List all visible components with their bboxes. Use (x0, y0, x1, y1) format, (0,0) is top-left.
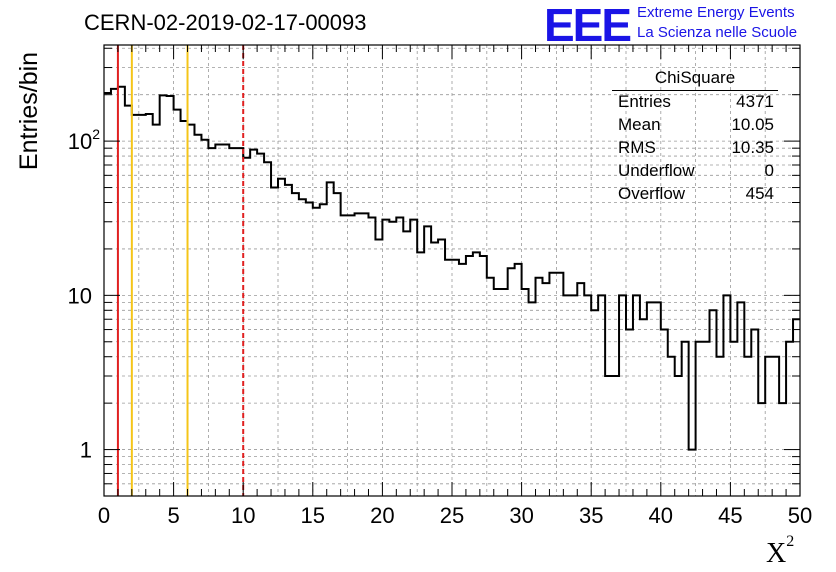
stats-label: RMS (618, 138, 656, 157)
stats-value: 4371 (736, 92, 774, 111)
y-tick-label: 10 (68, 283, 92, 308)
stats-label: Mean (618, 115, 661, 134)
stats-row-overflow: Overflow 454 (618, 184, 774, 206)
x-tick-label: 50 (788, 503, 812, 528)
stats-label: Entries (618, 92, 671, 111)
stats-value: 0 (764, 161, 774, 180)
run-title: CERN-02-2019-02-17-00093 (84, 10, 367, 35)
x-axis-title: X2 (766, 533, 794, 570)
stats-box: ChiSquare Entries 4371 Mean 10.05 RMS 10… (612, 66, 778, 206)
x-tick-label: 5 (167, 503, 179, 528)
stats-value: 10.05 (731, 115, 774, 134)
logo-caption-line2: La Scienza nelle Scuole (637, 24, 798, 41)
y-tick-label: 102 (68, 126, 100, 154)
stats-label: Underflow (618, 161, 695, 180)
stats-value: 454 (745, 184, 774, 203)
stats-value: 10.35 (731, 138, 774, 157)
stats-row-underflow: Underflow 0 (618, 161, 774, 183)
x-tick-label: 35 (579, 503, 603, 528)
y-axis-title: Entries/bin (15, 51, 43, 171)
x-tick-label: 25 (440, 503, 464, 528)
x-tick-label: 0 (98, 503, 110, 528)
x-tick-label: 30 (509, 503, 533, 528)
y-tick-label: 1 (80, 438, 92, 463)
x-tick-label: 20 (370, 503, 394, 528)
stats-label: Overflow (618, 184, 686, 203)
x-tick-label: 45 (718, 503, 742, 528)
stats-title: ChiSquare (654, 68, 736, 87)
stats-row-entries: Entries 4371 (618, 92, 774, 114)
stats-row-mean: Mean 10.05 (618, 115, 774, 137)
x-axis-title-base: X (766, 538, 787, 569)
eee-logo: EEE (544, 0, 632, 51)
stats-row-rms: RMS 10.35 (618, 138, 774, 160)
x-tick-label: 40 (649, 503, 673, 528)
x-tick-label: 15 (301, 503, 325, 528)
histogram-series (104, 85, 800, 451)
stats-divider (612, 90, 778, 91)
logo-caption-line1: Extreme Energy Events (637, 4, 795, 21)
x-tick-label: 10 (231, 503, 255, 528)
y-tick-label-exponent: 2 (92, 126, 100, 142)
x-axis-title-sup: 2 (786, 532, 795, 550)
